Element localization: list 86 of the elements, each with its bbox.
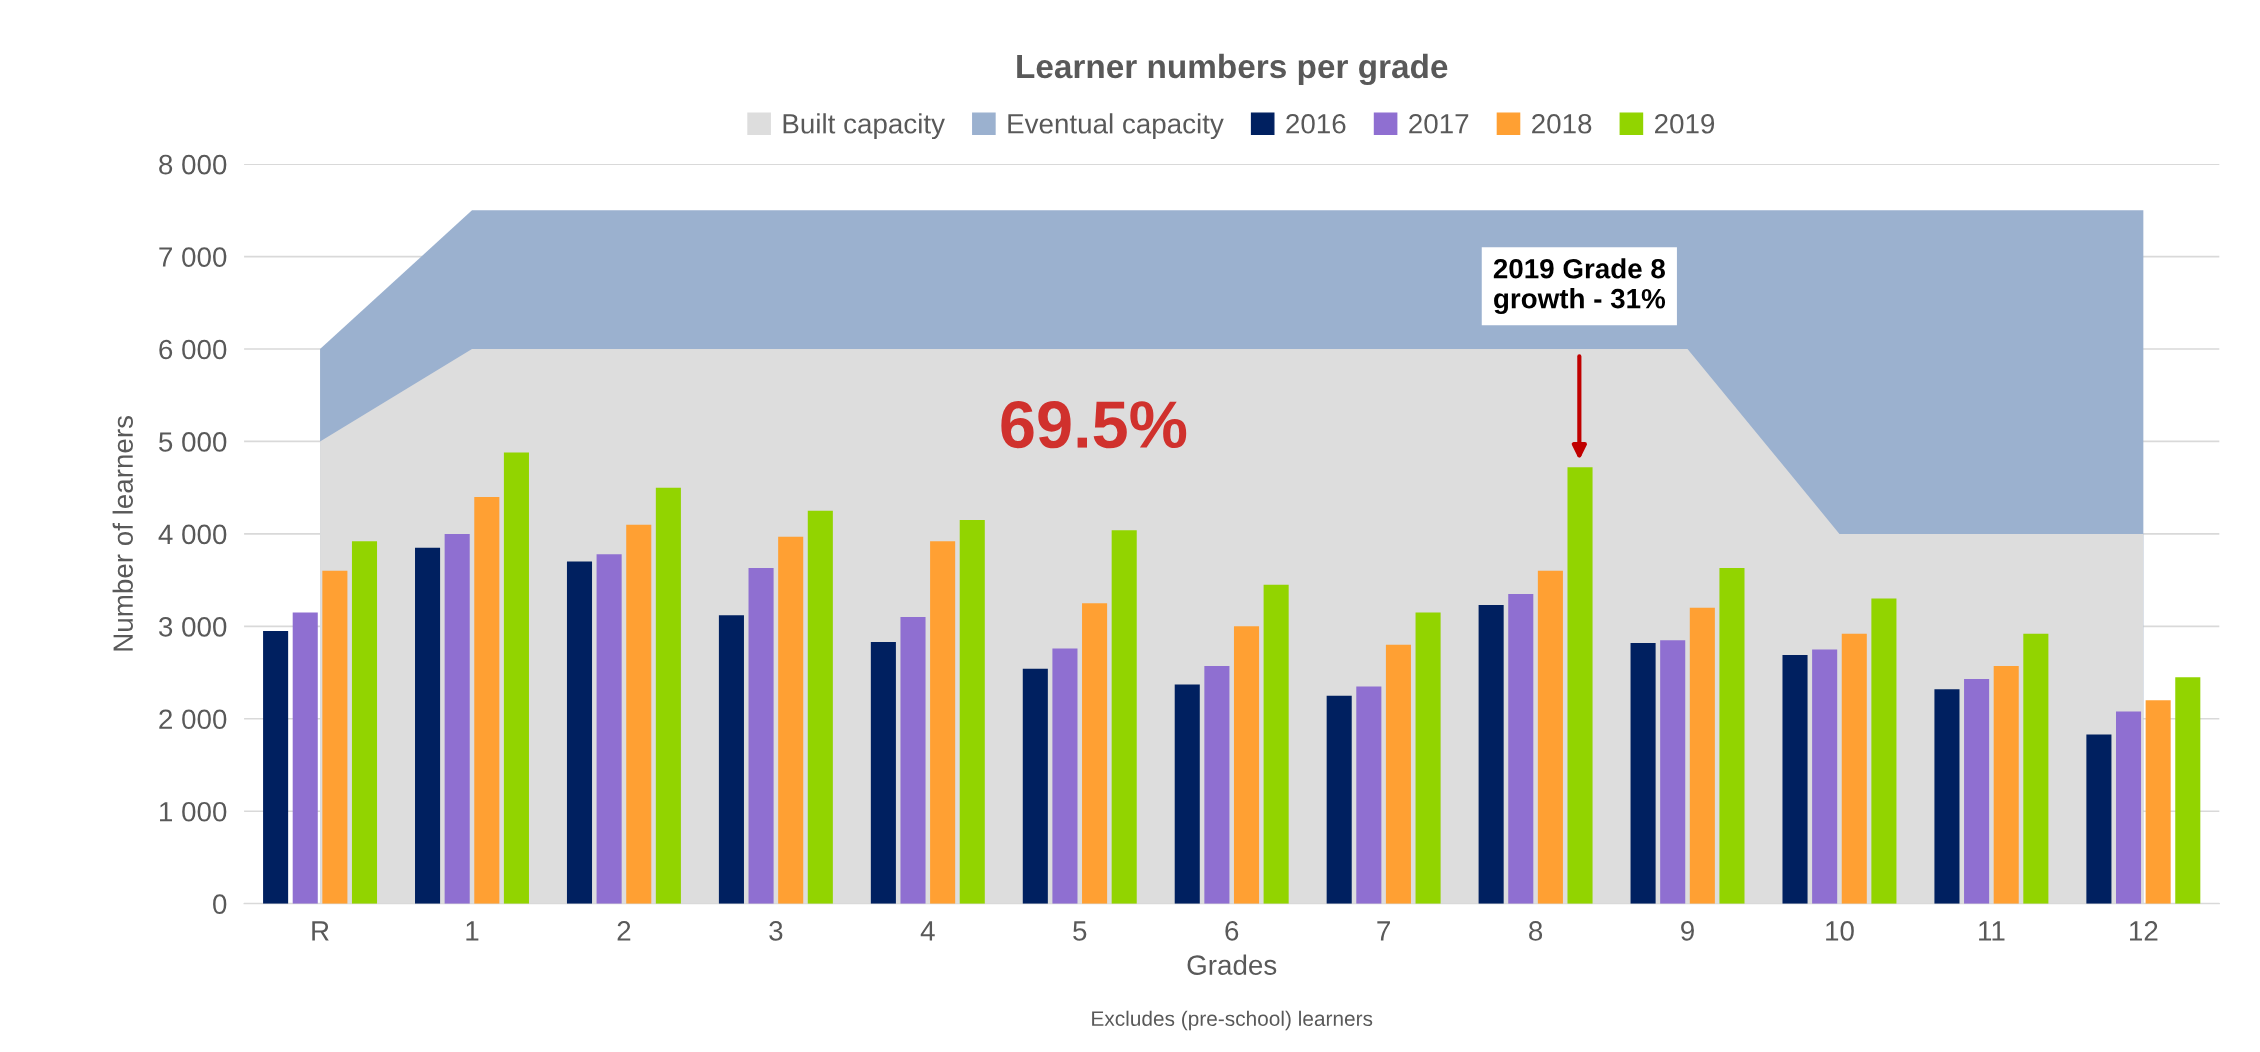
bar (900, 617, 926, 904)
x-tick-label: 11 (1979, 921, 2005, 941)
x-tick-label: 6 (1225, 921, 1239, 941)
x-tick-label: 3 (769, 921, 783, 941)
bar (748, 568, 774, 904)
bar (778, 536, 804, 904)
bar (1841, 633, 1867, 904)
bar (2175, 677, 2201, 904)
x-tick-label: 9 (1681, 921, 1694, 941)
bar (1111, 530, 1137, 904)
bar (655, 487, 681, 904)
bar (1993, 666, 2019, 904)
bar (807, 510, 833, 904)
bar (2023, 633, 2049, 904)
x-axis-title: Grades (1187, 954, 1277, 975)
bar (1964, 679, 1990, 904)
x-tick-label: 10 (1826, 921, 1854, 941)
bar (2086, 734, 2112, 904)
bar (1508, 593, 1534, 904)
bar (1630, 642, 1656, 904)
bar (474, 496, 500, 904)
y-tick-label: 6 000 (159, 339, 227, 360)
legend-label: 2016 (1286, 113, 1346, 134)
y-tick-label: 0 (213, 894, 227, 915)
y-tick-label: 2 000 (159, 709, 227, 730)
legend-label: 2018 (1532, 113, 1592, 134)
y-tick-label: 3 000 (158, 617, 227, 637)
x-tick-label: 8 (1529, 921, 1543, 941)
bar (1719, 568, 1745, 904)
y-tick-label: 7 000 (159, 247, 227, 267)
bar (263, 630, 289, 904)
annotation: 69.5% (1001, 401, 1187, 449)
bar (596, 554, 622, 904)
bar (1204, 666, 1230, 904)
y-tick-label: 5 000 (159, 432, 227, 452)
bar (2145, 700, 2171, 904)
bar (2116, 711, 2142, 904)
annotation: 2019 Grade 8 growth - 31% (1493, 258, 1666, 315)
bar (1567, 467, 1593, 904)
text: Excludes (pre-school) learners (1092, 1010, 1373, 1031)
bar (1871, 598, 1897, 904)
bar (1174, 684, 1200, 904)
bar (1478, 605, 1504, 904)
x-tick-label: 12 (2130, 921, 2158, 941)
x-tick-label: 5 (1073, 921, 1087, 941)
x-tick-label: 1 (466, 921, 479, 941)
bar (1022, 668, 1048, 904)
bar (1415, 612, 1441, 904)
x-tick-label: 4 (920, 921, 935, 941)
bar (1689, 607, 1715, 904)
bar (1052, 648, 1078, 904)
legend-label: Eventual capacity (1008, 113, 1224, 140)
bar (959, 520, 985, 904)
bar (1385, 644, 1411, 904)
bar (1660, 640, 1686, 904)
bar (870, 642, 896, 904)
bar (1263, 584, 1289, 904)
bar (292, 612, 318, 904)
bar (322, 570, 348, 904)
bar (503, 452, 529, 904)
bar (415, 547, 441, 904)
bar (1082, 603, 1108, 904)
bar (1233, 626, 1260, 904)
bar (626, 524, 652, 904)
bar (444, 533, 470, 904)
bar (1326, 695, 1352, 904)
bar (1782, 654, 1808, 904)
x-tick-label: R (312, 921, 329, 941)
chart-title: Learner numbers per grade (1017, 53, 1448, 86)
legend-label: 2019 (1655, 113, 1715, 134)
legend-label: Built capacity (783, 113, 945, 140)
y-axis-title: Number of learners (112, 416, 133, 651)
x-tick-label: 7 (1377, 921, 1390, 941)
x-tick-label: 2 (617, 921, 631, 941)
y-tick-label: 8 000 (159, 154, 227, 175)
y-tick-label: 4 000 (158, 524, 227, 545)
y-tick-label: 1 000 (160, 801, 227, 822)
bar (566, 561, 593, 904)
bar (1537, 570, 1563, 904)
bar (1934, 689, 1960, 904)
bar (1356, 686, 1382, 904)
bar (930, 541, 956, 904)
bar (718, 615, 744, 904)
bar (351, 541, 378, 904)
legend-label: 2017 (1409, 113, 1469, 134)
bar (1812, 649, 1838, 904)
